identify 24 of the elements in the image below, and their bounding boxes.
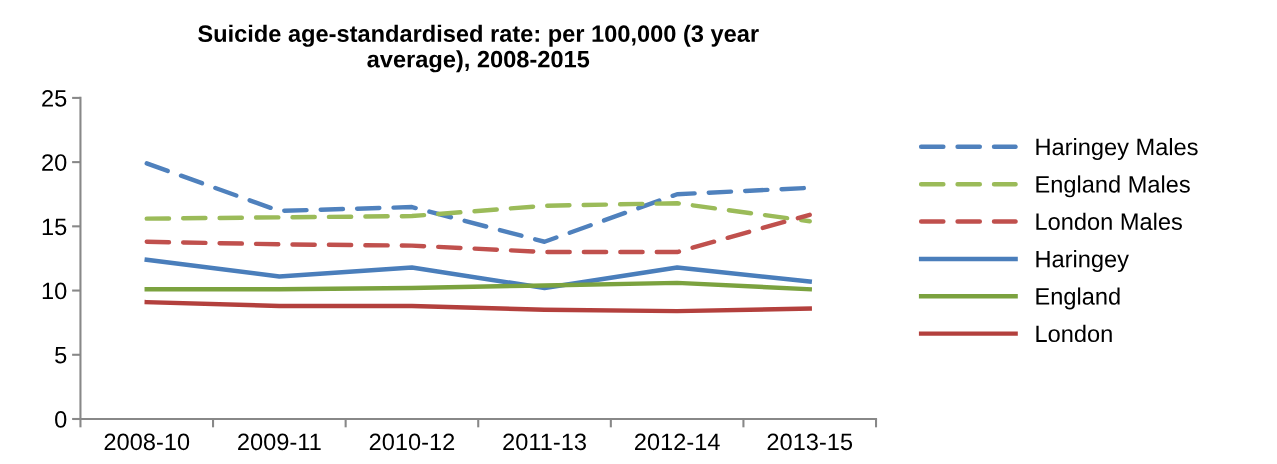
line-series bbox=[144, 212, 812, 255]
legend-label: Haringey bbox=[1036, 250, 1129, 273]
legend-label: England Males bbox=[1036, 175, 1190, 198]
x-tick-label: 2008-10 bbox=[104, 433, 190, 451]
chart-title: Suicide age-standardised rate: per 100,000 (3 year average), 2008-2015 bbox=[198, 24, 759, 73]
y-tick-label: 0 bbox=[55, 411, 67, 428]
x-tick-label: 2013-15 bbox=[767, 433, 853, 451]
x-tick-label: 2011-13 bbox=[503, 433, 586, 451]
legend-label: England bbox=[1036, 287, 1120, 310]
line-series bbox=[144, 201, 812, 224]
line-series bbox=[144, 299, 812, 314]
x-tick-label: 2009-11 bbox=[238, 433, 321, 451]
y-tick-label: 25 bbox=[42, 89, 67, 107]
y-tick-label: 20 bbox=[42, 154, 67, 171]
line-series bbox=[144, 257, 812, 291]
y-tick-label: 5 bbox=[55, 347, 67, 364]
y-tick-label: 15 bbox=[42, 218, 67, 236]
legend-label: Haringey Males bbox=[1036, 138, 1198, 161]
legend-label: London Males bbox=[1036, 212, 1182, 231]
y-tick-label: 10 bbox=[42, 282, 67, 300]
x-tick-label: 2012-14 bbox=[635, 433, 720, 451]
legend-label: London bbox=[1036, 324, 1112, 343]
x-tick-label: 2010-12 bbox=[369, 433, 455, 451]
line-series bbox=[144, 280, 812, 292]
